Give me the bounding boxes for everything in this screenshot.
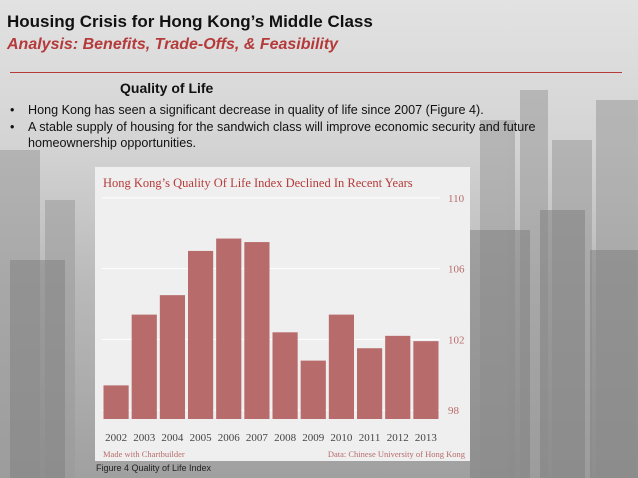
- chart-bar-2013: [413, 341, 439, 419]
- slide-title: Housing Crisis for Hong Kong’s Middle Cl…: [7, 12, 373, 31]
- title-divider: [10, 72, 622, 73]
- chart-bar-2011: [357, 348, 383, 419]
- x-tick-label: 2008: [274, 432, 297, 444]
- bullet-item: • A stable supply of housing for the san…: [10, 119, 620, 151]
- x-tick-label: 2010: [330, 432, 353, 444]
- bullet-text: A stable supply of housing for the sandw…: [28, 120, 536, 150]
- bullet-list: • Hong Kong has seen a significant decre…: [10, 102, 620, 152]
- chart-bar-2007: [244, 242, 270, 419]
- chart-bar-2010: [328, 314, 354, 419]
- chart-bar-2004: [159, 295, 185, 419]
- chart-bar-2005: [188, 250, 214, 419]
- y-tick-label: 102: [448, 334, 465, 346]
- chart-bar-2008: [272, 332, 298, 419]
- bullet-text: Hong Kong has seen a significant decreas…: [28, 103, 484, 117]
- chart-footer-left: Made with Chartbuilder: [103, 449, 185, 459]
- y-tick-label: 110: [448, 193, 465, 205]
- y-tick-label: 106: [448, 264, 465, 276]
- section-heading: Quality of Life: [120, 80, 214, 96]
- bullet-dot-icon: •: [10, 120, 15, 134]
- bullet-item: • Hong Kong has seen a significant decre…: [10, 102, 620, 118]
- chart-bar-2009: [300, 360, 326, 419]
- x-tick-label: 2002: [105, 432, 127, 444]
- chart-bar-2002: [103, 385, 129, 419]
- x-tick-label: 2013: [415, 432, 438, 444]
- x-tick-label: 2011: [359, 432, 381, 444]
- x-tick-label: 2009: [302, 432, 325, 444]
- x-tick-label: 2004: [161, 432, 184, 444]
- bullet-dot-icon: •: [10, 103, 15, 117]
- x-tick-label: 2003: [133, 432, 156, 444]
- chart-bar-2003: [131, 314, 157, 419]
- quality-of-life-chart: Hong Kong’s Quality Of Life Index Declin…: [95, 167, 470, 461]
- chart-bar-2012: [385, 335, 411, 419]
- x-tick-label: 2012: [387, 432, 409, 444]
- chart-footer-right: Data: Chinese University of Hong Kong: [328, 449, 466, 459]
- x-tick-label: 2007: [246, 432, 269, 444]
- chart-canvas: Hong Kong’s Quality Of Life Index Declin…: [102, 176, 466, 459]
- slide-subtitle: Analysis: Benefits, Trade-Offs, & Feasib…: [7, 36, 339, 53]
- figure-caption: Figure 4 Quality of Life Index: [96, 463, 212, 473]
- chart-title: Hong Kong’s Quality Of Life Index Declin…: [103, 176, 413, 190]
- x-tick-label: 2005: [190, 432, 213, 444]
- y-tick-label: 98: [448, 405, 460, 417]
- x-tick-label: 2006: [218, 432, 241, 444]
- chart-bar-2006: [216, 238, 242, 419]
